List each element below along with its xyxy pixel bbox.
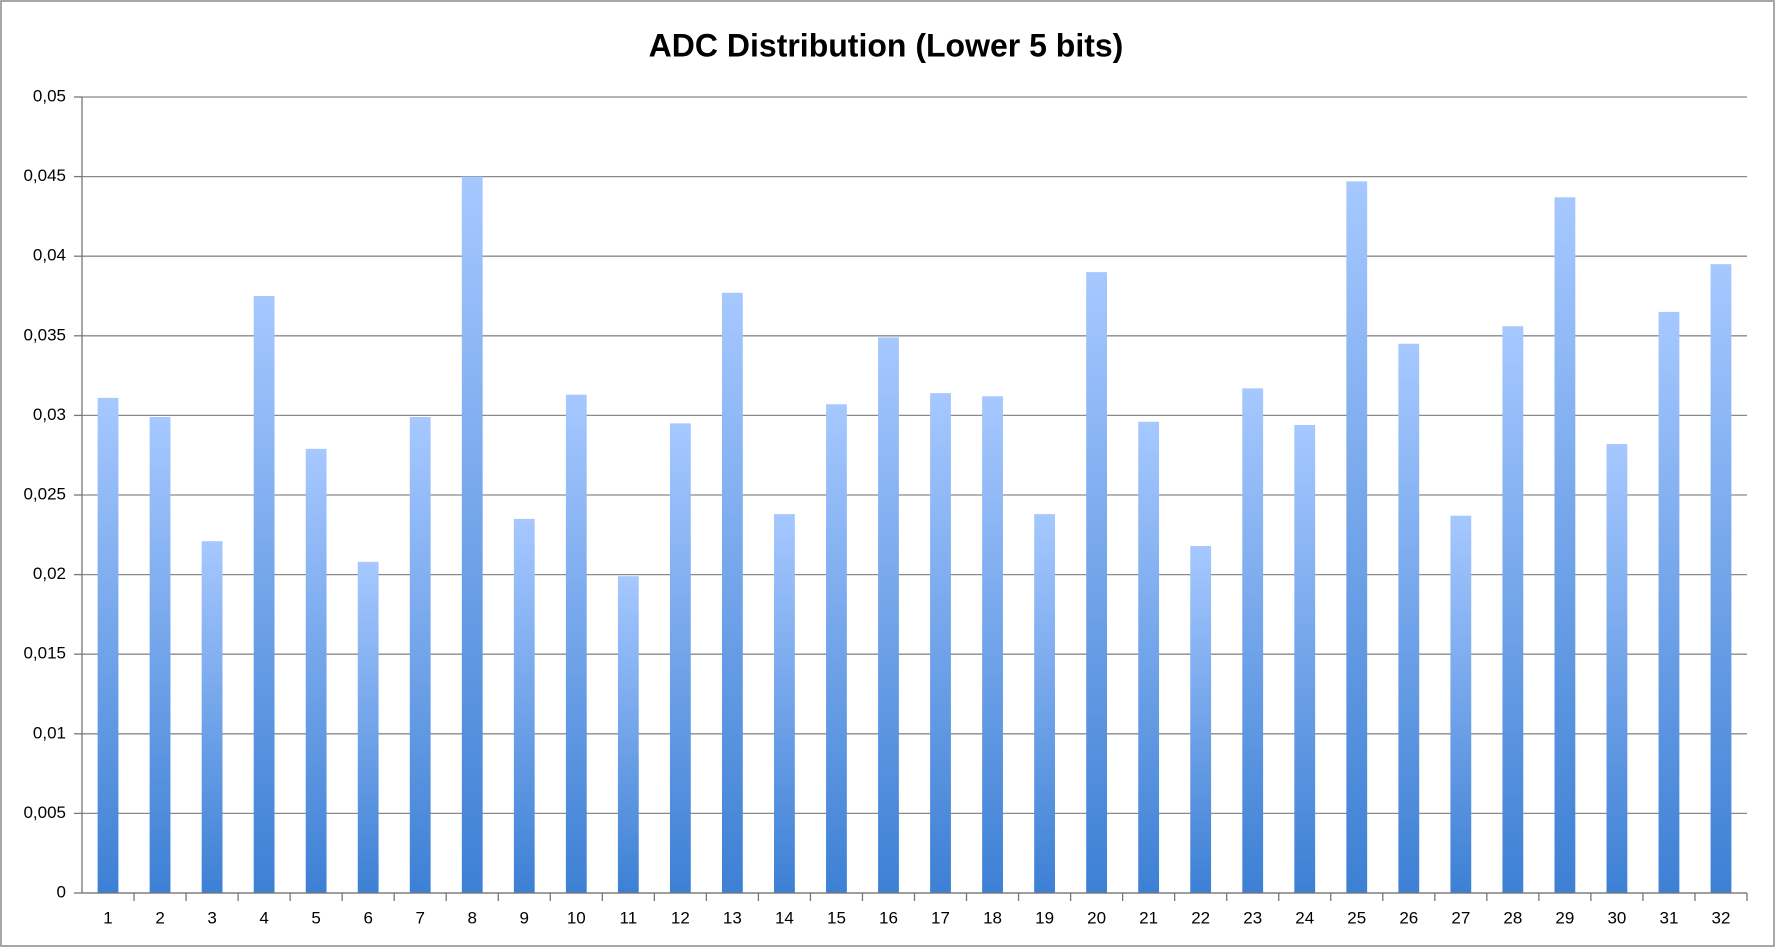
bar xyxy=(1294,424,1316,893)
x-tick-label: 7 xyxy=(415,908,424,927)
x-tick-label: 11 xyxy=(620,908,638,927)
bar xyxy=(409,416,431,893)
x-tick-label: 3 xyxy=(207,908,216,927)
bar xyxy=(201,541,223,893)
bar xyxy=(305,448,327,893)
chart-title: ADC Distribution (Lower 5 bits) xyxy=(649,27,1124,63)
x-tick-label: 30 xyxy=(1607,908,1626,927)
bar xyxy=(1346,181,1368,894)
bar xyxy=(826,404,847,893)
bar xyxy=(149,416,171,893)
y-tick-label: 0,05 xyxy=(33,86,66,105)
y-tick-label: 0 xyxy=(57,882,66,901)
y-tick-label: 0,015 xyxy=(23,644,66,663)
y-tick-label: 0,02 xyxy=(33,564,66,583)
bar xyxy=(357,561,379,893)
x-tick-label: 19 xyxy=(1035,908,1054,927)
bar xyxy=(774,514,795,893)
bar xyxy=(565,394,587,893)
bar xyxy=(1502,326,1524,893)
bar xyxy=(1138,421,1160,893)
x-tick-label: 28 xyxy=(1503,908,1522,927)
bar xyxy=(253,296,275,893)
bar xyxy=(1190,545,1212,893)
x-tick-label: 26 xyxy=(1399,908,1418,927)
x-tick-label: 6 xyxy=(363,908,372,927)
x-tick-label: 5 xyxy=(311,908,320,927)
bar xyxy=(930,393,951,893)
bar xyxy=(1658,311,1680,893)
bar xyxy=(721,292,743,893)
y-tick-label: 0,04 xyxy=(33,246,66,265)
y-tick-label: 0,01 xyxy=(33,723,66,742)
x-tick-label: 13 xyxy=(723,908,742,927)
x-tick-label: 29 xyxy=(1555,908,1574,927)
bar xyxy=(1710,264,1732,893)
y-tick-label: 0,03 xyxy=(33,405,66,424)
bar xyxy=(1450,515,1472,893)
x-tick-label: 17 xyxy=(931,908,950,927)
bar xyxy=(1086,272,1108,893)
x-tick-label: 31 xyxy=(1659,908,1678,927)
bar xyxy=(1034,514,1055,893)
x-tick-label: 24 xyxy=(1295,908,1314,927)
y-tick-label: 0,035 xyxy=(23,325,66,344)
x-tick-label: 18 xyxy=(983,908,1002,927)
x-tick-label: 12 xyxy=(671,908,690,927)
x-tick-label: 32 xyxy=(1712,908,1731,927)
x-tick-label: 20 xyxy=(1087,908,1106,927)
bar xyxy=(878,337,899,894)
bar xyxy=(669,423,691,893)
bar xyxy=(1606,444,1628,893)
x-tick-label: 9 xyxy=(520,908,529,927)
bar xyxy=(1398,343,1420,893)
x-tick-label: 25 xyxy=(1347,908,1366,927)
x-tick-label: 10 xyxy=(567,908,586,927)
bar xyxy=(461,176,483,894)
bar xyxy=(982,396,1003,893)
x-tick-label: 1 xyxy=(103,908,112,927)
x-tick-label: 23 xyxy=(1243,908,1262,927)
y-tick-label: 0,025 xyxy=(23,484,66,503)
x-tick-label: 8 xyxy=(468,908,477,927)
y-tick-label: 0,045 xyxy=(23,166,66,185)
x-tick-label: 16 xyxy=(879,908,898,927)
bar xyxy=(513,518,535,893)
x-tick-label: 4 xyxy=(259,908,268,927)
x-tick-label: 15 xyxy=(827,908,846,927)
x-tick-label: 2 xyxy=(155,908,164,927)
bar xyxy=(1554,197,1576,893)
y-tick-label: 0,005 xyxy=(23,803,66,822)
x-tick-label: 21 xyxy=(1139,908,1158,927)
bar xyxy=(1242,388,1264,893)
x-tick-label: 22 xyxy=(1191,908,1210,927)
bar xyxy=(617,576,639,893)
bar xyxy=(97,397,119,893)
x-tick-label: 27 xyxy=(1451,908,1470,927)
x-tick-label: 14 xyxy=(775,908,794,927)
